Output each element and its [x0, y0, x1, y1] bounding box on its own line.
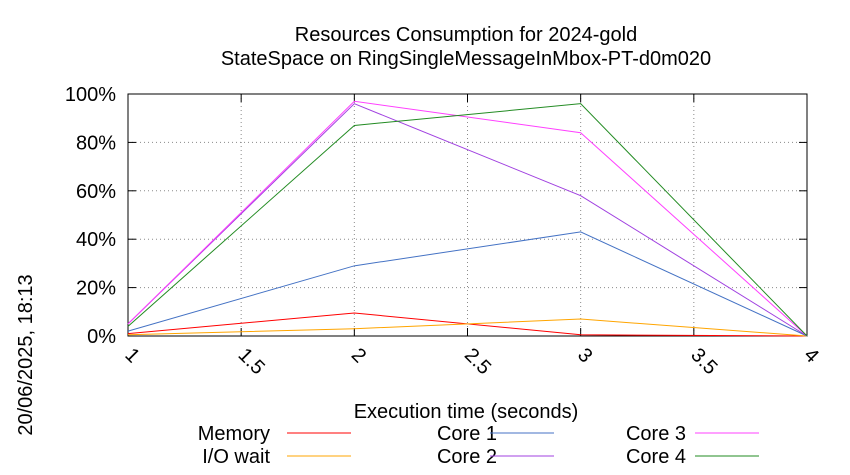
series-lines — [127, 100, 808, 337]
legend-label-i-o-wait: I/O wait — [202, 446, 270, 468]
y-tick-label: 60% — [76, 181, 116, 203]
series-line-core-4 — [127, 103, 808, 337]
x-tick-label: 4 — [799, 344, 822, 367]
chart-subtitle: StateSpace on RingSingleMessageInMbox-PT… — [221, 48, 711, 70]
y-tick-label: 0% — [87, 326, 116, 348]
legend-label-core-1: Core 1 — [437, 423, 497, 445]
series-line-core-2 — [127, 103, 808, 337]
x-tick-label: 1 — [120, 344, 143, 367]
legend-label-core-2: Core 2 — [437, 446, 497, 468]
x-tick-label: 2 — [347, 344, 370, 367]
y-tick-label: 100% — [65, 84, 116, 106]
y-tick-label: 80% — [76, 132, 116, 154]
chart-title: Resources Consumption for 2024-gold — [295, 24, 637, 46]
x-tick-label: 2.5 — [460, 344, 495, 379]
y-tick-label: 20% — [76, 278, 116, 300]
legend-label-core-3: Core 3 — [626, 423, 686, 445]
legend-label-memory: Memory — [198, 423, 270, 445]
series-line-core-3 — [127, 100, 808, 337]
grid — [128, 94, 807, 336]
y-tick-label: 40% — [76, 229, 116, 251]
legend-label-core-4: Core 4 — [626, 446, 686, 468]
x-tick-label: 3 — [573, 344, 596, 367]
x-tick-label: 3.5 — [686, 344, 721, 379]
tick-labels: 0% 20% 40% 60% 80% 100% 1 1.5 2 2.5 3 3.5 4 — [65, 84, 823, 379]
series-line-i-o-wait — [127, 318, 808, 337]
plot-border — [127, 93, 808, 337]
series-line-core-1 — [127, 231, 808, 337]
timestamp-label: 20/06/2025, 18:13 — [15, 274, 37, 435]
x-tick-label: 1.5 — [234, 344, 269, 379]
x-axis-label: Execution time (seconds) — [354, 401, 579, 423]
